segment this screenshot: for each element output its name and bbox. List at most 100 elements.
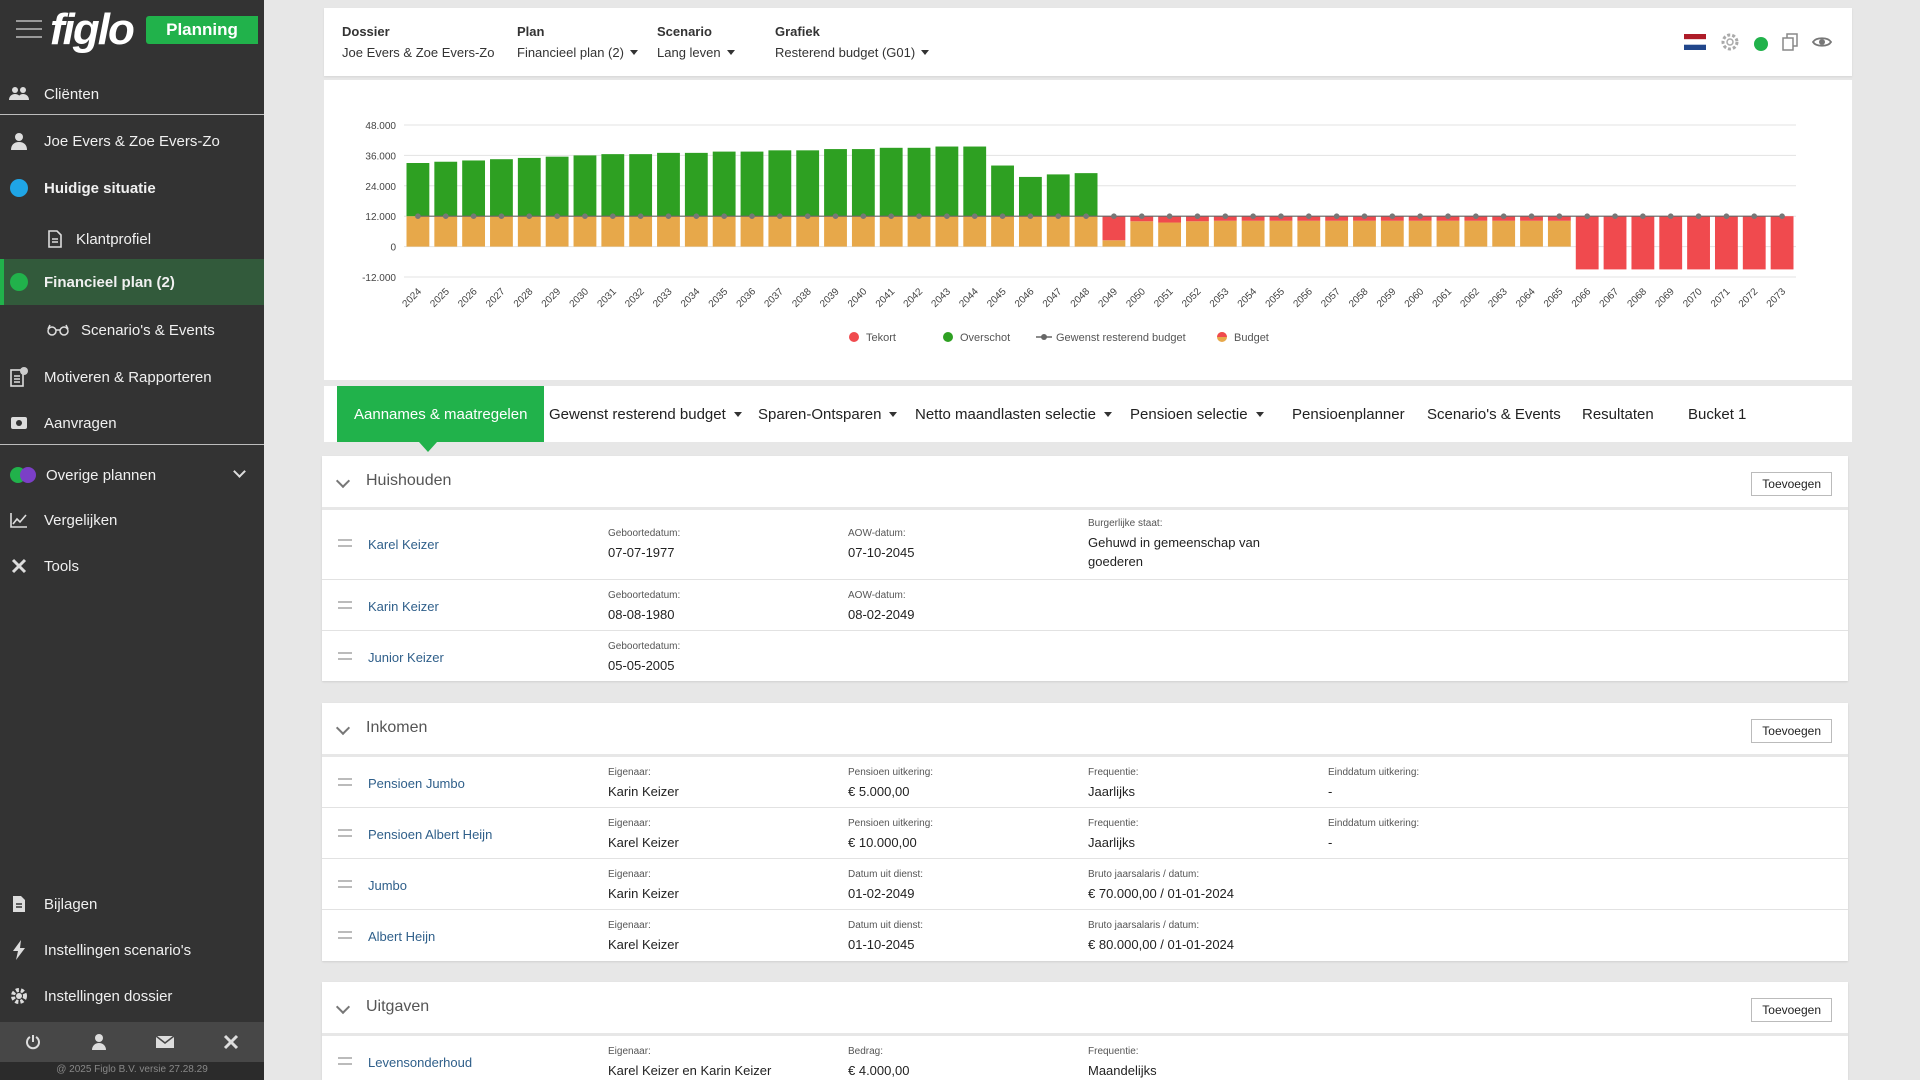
y-tick-label: 48.000 — [365, 121, 396, 132]
gewenst-budget-point — [1222, 213, 1229, 219]
gewenst-budget-point — [1528, 213, 1535, 219]
caret-down-icon — [629, 50, 638, 55]
x-tick-label: 2034 — [679, 286, 703, 310]
tab-netto-maandlasten[interactable]: Netto maandlasten selectie — [915, 386, 1112, 442]
row-name[interactable]: Karel Keizer — [368, 537, 439, 552]
drag-handle-icon[interactable] — [338, 539, 352, 547]
gewenst-budget-point — [1612, 213, 1618, 219]
cell-label: Datum uit dienst: — [848, 869, 924, 880]
row-name[interactable]: Karin Keizer — [368, 599, 439, 614]
sidebar-item-clienten[interactable]: Cliënten — [0, 74, 264, 114]
row-name[interactable]: Albert Heijn — [368, 929, 436, 944]
power-icon[interactable] — [23, 1032, 43, 1052]
row-name[interactable]: Pensioen Jumbo — [368, 776, 465, 791]
tab-gewenst-resterend-budget[interactable]: Gewenst resterend budget — [549, 386, 742, 442]
mail-icon[interactable] — [155, 1032, 175, 1052]
sidebar-item-bijlagen[interactable]: Bijlagen — [0, 884, 264, 924]
tab-sparen-ontsparen[interactable]: Sparen-Ontsparen — [758, 386, 898, 442]
drag-handle-icon[interactable] — [338, 931, 352, 939]
sidebar-item-scenarios-events[interactable]: Scenario's & Events — [0, 310, 264, 350]
sidebar-item-klantprofiel[interactable]: Klantprofiel — [0, 219, 264, 259]
collapse-chevron-icon[interactable] — [335, 473, 351, 489]
toevoegen-button[interactable]: Toevoegen — [1751, 472, 1832, 496]
row-name[interactable]: Levensonderhoud — [368, 1055, 473, 1070]
collapse-chevron-icon[interactable] — [335, 999, 351, 1015]
table-row[interactable]: Levensonderhoud Eigenaar: Karel Keizer en… — [322, 1036, 1848, 1080]
drag-handle-icon[interactable] — [338, 601, 352, 609]
budget-bar — [1046, 216, 1070, 247]
gewenst-budget-point — [1055, 213, 1062, 219]
row-name[interactable]: Junior Keizer — [368, 650, 444, 665]
sidebar-item-label: Bijlagen — [44, 895, 98, 913]
budget-bar — [657, 216, 680, 247]
sidebar-item-instellingen-scenarios[interactable]: Instellingen scenario's — [0, 930, 264, 970]
y-tick-label: -12.000 — [362, 273, 396, 284]
drag-handle-icon[interactable] — [338, 829, 352, 837]
sidebar-item-vergelijken[interactable]: Vergelijken — [0, 500, 264, 540]
sidebar-item-huidige-situatie[interactable]: Huidige situatie — [0, 168, 264, 208]
chevron-down-icon[interactable] — [233, 465, 246, 478]
tab-label: Aannames & maatregelen — [354, 405, 528, 423]
tab-scenarios-events[interactable]: Scenario's & Events — [1427, 386, 1561, 442]
budget-bar — [1018, 216, 1042, 247]
toevoegen-button[interactable]: Toevoegen — [1751, 998, 1832, 1022]
cell-label: Eigenaar: — [608, 1046, 651, 1057]
tab-bucket-1[interactable]: Bucket 1 — [1688, 386, 1746, 442]
table-row[interactable]: Junior Keizer Geboortedatum: 05-05-2005 — [322, 631, 1848, 681]
gewenst-budget-point — [971, 213, 978, 219]
table-row[interactable]: Karel Keizer Geboortedatum: 07-07-1977 AO… — [322, 510, 1848, 580]
x-tick-label: 2069 — [1653, 286, 1677, 310]
tools-icon[interactable] — [221, 1032, 241, 1052]
cell-value: 08-08-1980 — [608, 607, 675, 622]
legend-marker — [1217, 332, 1227, 337]
overschot-bar — [824, 149, 847, 217]
sidebar-item-instellingen-dossier[interactable]: Instellingen dossier — [0, 976, 264, 1016]
user-icon[interactable] — [89, 1032, 109, 1052]
sidebar-item-dossier[interactable]: Joe Evers & Zoe Evers-Zo — [0, 121, 264, 161]
tab-aannames[interactable]: Aannames & maatregelen — [337, 386, 545, 442]
eye-icon[interactable] — [1811, 35, 1833, 52]
tekort-bar — [1770, 216, 1794, 270]
sidebar-item-label: Motiveren & Rapporteren — [44, 368, 212, 386]
sidebar-item-aanvragen[interactable]: Aanvragen — [0, 403, 264, 443]
figlo-logo[interactable]: figlo — [50, 5, 135, 54]
cell-label: Pensioen uitkering: — [848, 818, 934, 829]
sidebar-item-motiveren[interactable]: Motiveren & Rapporteren — [0, 357, 264, 397]
x-tick-label: 2065 — [1542, 286, 1566, 310]
budget-bar — [963, 216, 987, 247]
table-row[interactable]: Karin Keizer Geboortedatum: 08-08-1980 AO… — [322, 580, 1848, 631]
cell-value: 01-10-2045 — [848, 937, 915, 952]
drag-handle-icon[interactable] — [338, 652, 352, 660]
cell-value: Jaarlijks — [1088, 784, 1135, 799]
drag-handle-icon[interactable] — [338, 880, 352, 888]
row-name[interactable]: Jumbo — [368, 878, 408, 893]
table-row[interactable]: Jumbo Eigenaar: Karin Keizer Datum uit di… — [322, 859, 1848, 910]
dutch-flag-icon[interactable] — [1684, 34, 1706, 53]
tab-resultaten[interactable]: Resultaten — [1582, 386, 1654, 442]
gewenst-budget-point — [554, 213, 560, 219]
collapse-chevron-icon[interactable] — [335, 720, 351, 736]
report-icon — [9, 367, 29, 387]
tab-pensioen-selectie[interactable]: Pensioen selectie — [1130, 386, 1264, 442]
x-tick-label: 2057 — [1319, 286, 1343, 310]
sidebar-item-tools[interactable]: Tools — [0, 546, 264, 586]
x-tick-label: 2045 — [985, 286, 1009, 310]
tab-pensioenplanner[interactable]: Pensioenplanner — [1292, 386, 1405, 442]
drag-handle-icon[interactable] — [338, 1057, 352, 1065]
copy-icon[interactable] — [1782, 33, 1798, 54]
table-row[interactable]: Albert Heijn Eigenaar: Karel Keizer Datum… — [322, 910, 1848, 961]
hamburger-menu-icon[interactable] — [16, 20, 42, 40]
plan-dropdown[interactable]: Financieel plan (2) — [517, 45, 638, 60]
row-name[interactable]: Pensioen Albert Heijn — [368, 827, 493, 842]
toevoegen-button[interactable]: Toevoegen — [1751, 719, 1832, 743]
settings-gear-icon[interactable] — [1720, 32, 1740, 55]
sidebar-item-financieel-plan[interactable]: Financieel plan (2) — [0, 259, 264, 305]
sidebar-item-overige-plannen[interactable]: Overige plannen — [0, 455, 264, 495]
caret-down-icon — [726, 50, 735, 55]
table-row[interactable]: Pensioen Jumbo Eigenaar: Karin Keizer Pen… — [322, 757, 1848, 808]
scenario-dropdown[interactable]: Lang leven — [657, 45, 735, 60]
tekort-bar — [1102, 216, 1126, 241]
drag-handle-icon[interactable] — [338, 778, 352, 786]
table-row[interactable]: Pensioen Albert Heijn Eigenaar: Karel Kei… — [322, 808, 1848, 859]
grafiek-dropdown[interactable]: Resterend budget (G01) — [775, 45, 930, 60]
